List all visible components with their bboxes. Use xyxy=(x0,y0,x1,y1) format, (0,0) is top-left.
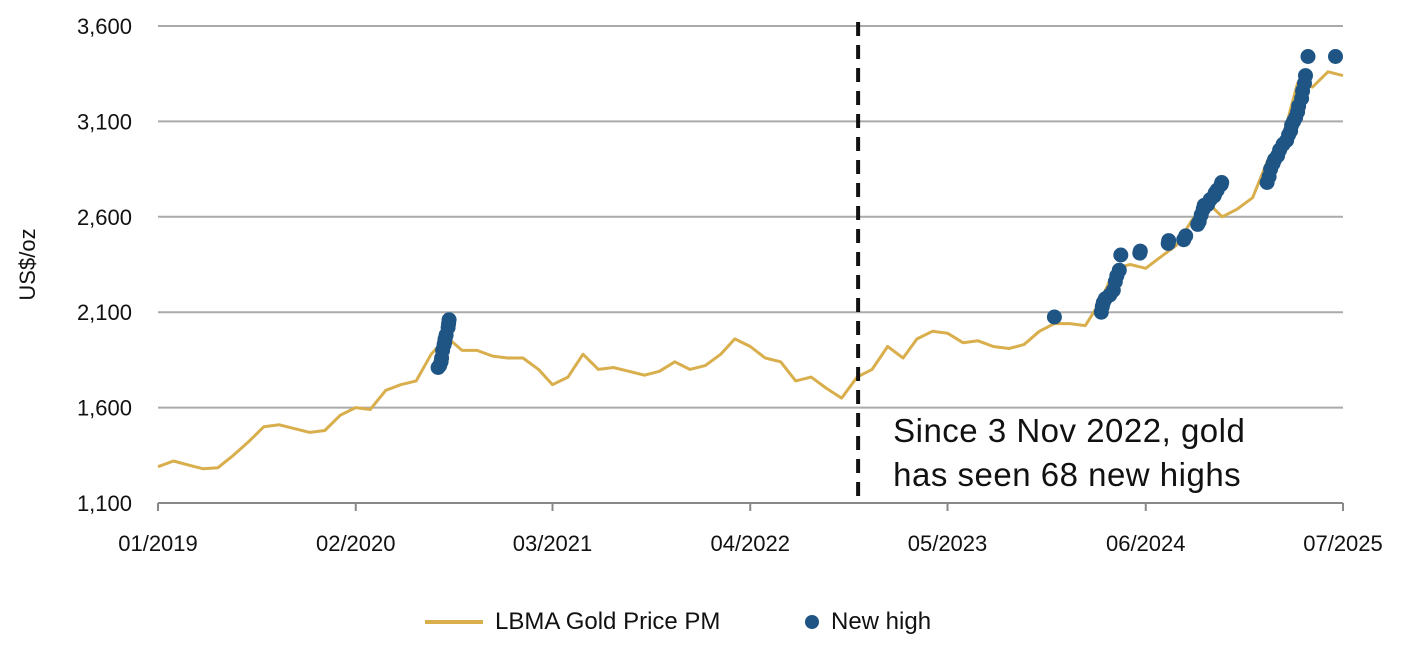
x-tick-label: 04/2022 xyxy=(710,531,790,556)
legend-label: New high xyxy=(831,608,932,635)
new-high-point xyxy=(1298,68,1313,84)
annotation-line: Since 3 Nov 2022, gold xyxy=(893,412,1245,449)
y-tick-label: 1,600 xyxy=(77,396,132,421)
series-layer xyxy=(157,49,1344,471)
new-high-point xyxy=(1214,175,1230,190)
new-high-point xyxy=(1132,243,1148,259)
new-high-point xyxy=(1178,228,1194,244)
x-tick-label: 05/2023 xyxy=(908,531,988,556)
y-tick-label: 1,100 xyxy=(77,491,132,516)
y-tick-label: 2,600 xyxy=(77,205,132,230)
x-tick-label: 03/2021 xyxy=(513,531,593,556)
legend-item-gold-price: LBMA Gold Price PM xyxy=(425,608,720,636)
legend-dot-icon xyxy=(805,615,819,629)
gold-price-line xyxy=(157,70,1344,471)
y-tick-label: 3,100 xyxy=(77,109,132,134)
annotation-line: has seen 68 new highs xyxy=(893,456,1241,493)
y-axis-ticks: 1,100 1,600 2,100 2,600 3,100 3,600 xyxy=(77,14,132,516)
new-high-point xyxy=(1161,233,1177,249)
x-tick-label: 07/2025 xyxy=(1303,531,1383,556)
legend-label: LBMA Gold Price PM xyxy=(495,608,721,635)
new-high-point xyxy=(1328,49,1343,64)
x-tick-label: 06/2024 xyxy=(1106,531,1186,556)
x-axis-ticks: 01/2019 02/2020 03/2021 04/2022 05/2023 06/20… xyxy=(118,503,1383,556)
x-tick-label: 02/2020 xyxy=(316,531,396,556)
legend: LBMA Gold Price PM New high xyxy=(0,600,1405,646)
annotation: Since 3 Nov 2022, gold has seen 68 new hi… xyxy=(893,412,1245,493)
gold-price-chart: 1,100 1,600 2,100 2,600 3,100 3,600 01/2019 02… xyxy=(15,14,1383,556)
x-tick-label: 01/2019 xyxy=(118,531,198,556)
y-axis-label: US$/oz xyxy=(15,228,40,300)
legend-line-icon xyxy=(425,620,483,624)
y-tick-label: 2,100 xyxy=(77,300,132,325)
new-high-point xyxy=(441,312,457,328)
new-high-point xyxy=(1300,49,1316,64)
y-tick-label: 3,600 xyxy=(77,14,132,39)
new-high-point xyxy=(1046,309,1062,325)
new-high-point xyxy=(1113,247,1129,263)
new-high-point xyxy=(1111,262,1127,278)
legend-item-new-high: New high xyxy=(805,608,931,636)
